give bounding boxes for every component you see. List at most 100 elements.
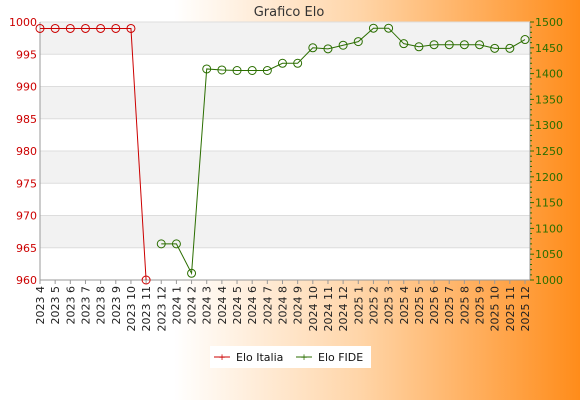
- data-point: [520, 35, 530, 45]
- x-tick-label: 2024 8: [277, 286, 290, 325]
- x-tick-label: 2023 4: [34, 286, 47, 325]
- legend-marker: +: [218, 353, 226, 363]
- y-right-tick-label: 1050: [535, 248, 563, 261]
- x-tick-label: 2024 7: [261, 286, 274, 325]
- grid-band: [40, 86, 530, 119]
- x-tick-label: 2024 3: [201, 286, 214, 325]
- data-point: [126, 23, 136, 33]
- data-point: [187, 268, 197, 278]
- y-left-tick-label: 985: [16, 113, 37, 126]
- series-line-elo-italia: [40, 27, 147, 281]
- x-tick-label: 2025 1: [352, 286, 365, 325]
- y-left-tick-label: 975: [16, 177, 37, 190]
- y-left-tick-label: 980: [16, 145, 37, 158]
- grid-band: [40, 22, 530, 55]
- data-point: [490, 43, 500, 53]
- data-point: [353, 37, 363, 47]
- data-point: [414, 42, 424, 52]
- x-tick-label: 2025 4: [398, 286, 411, 325]
- y-right-tick-label: 1250: [535, 145, 563, 158]
- data-point: [35, 23, 45, 33]
- x-tick-label: 2024 6: [246, 286, 259, 325]
- x-tick-label: 2023 6: [64, 286, 77, 325]
- data-point: [50, 23, 60, 33]
- x-tick-label: 2024 10: [307, 286, 320, 332]
- legend: + Elo Italia + Elo FIDE: [210, 346, 371, 368]
- x-tick-label: 2024 9: [292, 286, 305, 325]
- x-tick-label: 2024 1: [170, 286, 183, 325]
- data-point: [141, 275, 151, 285]
- data-point: [308, 43, 318, 53]
- grid-band: [40, 151, 530, 184]
- data-point: [459, 40, 469, 50]
- x-tick-label: 2025 11: [504, 286, 517, 332]
- x-tick-label: 2023 7: [79, 286, 92, 325]
- data-point: [217, 65, 227, 75]
- y-left-tick-label: 965: [16, 242, 37, 255]
- y-right-tick-label: 1400: [535, 68, 563, 81]
- y-right-tick-label: 1200: [535, 171, 563, 184]
- x-tick-label: 2025 9: [474, 286, 487, 325]
- x-tick-label: 2025 5: [413, 286, 426, 325]
- x-tick-label: 2023 5: [49, 286, 62, 325]
- y-right-tick-label: 1100: [535, 222, 563, 235]
- y-left-tick-label: 960: [16, 274, 37, 287]
- series-elo-italia: [35, 23, 151, 285]
- data-point: [202, 64, 212, 74]
- y-left-tick-label: 990: [16, 81, 37, 94]
- x-tick-label: 2025 2: [367, 286, 380, 325]
- x-tick-label: 2025 7: [443, 286, 456, 325]
- x-tick-label: 2024 12: [337, 286, 350, 332]
- y-left-tick-label: 995: [16, 48, 37, 61]
- data-point: [65, 23, 75, 33]
- data-point: [247, 66, 257, 76]
- data-point: [278, 58, 287, 68]
- legend-marker: +: [300, 353, 308, 363]
- data-point: [156, 239, 166, 249]
- series-elo-fide: [156, 23, 530, 278]
- x-tick-label: 2023 8: [95, 286, 108, 325]
- y-right-tick-label: 1450: [535, 42, 563, 55]
- data-point: [475, 40, 485, 50]
- x-tick-label: 2025 12: [519, 286, 532, 332]
- data-point: [80, 23, 90, 33]
- x-tick-label: 2025 6: [428, 286, 441, 325]
- axes: 960 965 970 975 980 985 990 995 1000 1000 1050 1100…: [9, 16, 563, 332]
- x-tick-label: 2023 11: [140, 286, 153, 332]
- data-point: [444, 40, 454, 50]
- chart-title: Grafico Elo: [254, 5, 325, 20]
- data-point: [293, 58, 303, 68]
- legend-box: [210, 346, 371, 368]
- grid-band: [40, 215, 530, 248]
- data-point: [96, 23, 106, 33]
- y-left-tick-label: 1000: [9, 16, 37, 29]
- y-right-tick-label: 1300: [535, 119, 563, 132]
- legend-label: Elo FIDE: [318, 351, 363, 364]
- x-tick-label: 2025 10: [489, 286, 502, 332]
- data-point: [399, 39, 409, 49]
- data-point: [384, 23, 394, 33]
- x-tick-label: 2024 4: [216, 286, 229, 325]
- x-tick-label: 2023 12: [155, 286, 168, 332]
- y-right-tick-label: 1150: [535, 197, 563, 210]
- data-point: [262, 66, 272, 76]
- x-tick-label: 2024 11: [322, 286, 335, 332]
- y-right-tick-label: 1000: [535, 274, 563, 287]
- y-right-tick-label: 1500: [535, 16, 563, 29]
- data-point: [429, 40, 439, 50]
- x-tick-label: 2023 9: [110, 286, 123, 325]
- y-right-tick-label: 1350: [535, 93, 563, 106]
- data-point: [111, 23, 121, 33]
- data-point: [232, 66, 242, 76]
- x-tick-label: 2024 2: [186, 286, 199, 325]
- x-tick-label: 2023 10: [125, 286, 138, 332]
- legend-label: Elo Italia: [236, 351, 283, 364]
- x-tick-label: 2025 8: [458, 286, 471, 325]
- series-line-elo-fide: [161, 27, 526, 276]
- data-point: [171, 239, 181, 249]
- data-point: [368, 23, 378, 33]
- x-tick-label: 2025 3: [383, 286, 396, 325]
- y-left-tick-label: 970: [16, 210, 37, 223]
